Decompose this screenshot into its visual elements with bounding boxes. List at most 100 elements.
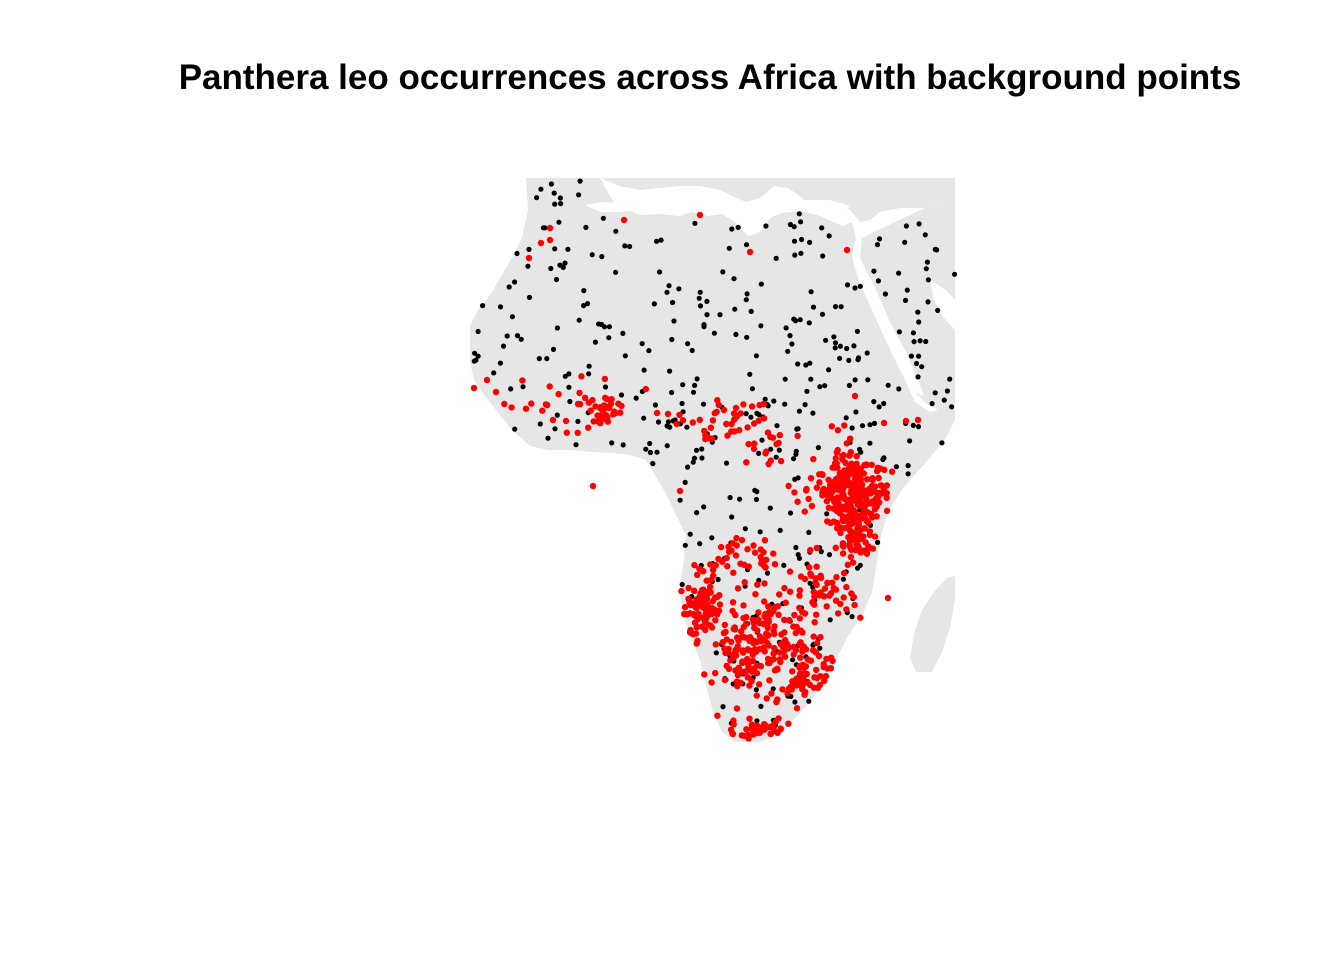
occurrence-point bbox=[914, 416, 922, 424]
background-point bbox=[731, 276, 737, 282]
occurrence-point bbox=[736, 426, 743, 434]
occurrence-point bbox=[711, 410, 718, 417]
occurrence-point bbox=[563, 429, 570, 436]
background-point bbox=[557, 262, 563, 268]
background-point bbox=[754, 489, 760, 495]
background-point bbox=[904, 287, 910, 293]
occurrence-point bbox=[760, 400, 767, 408]
occurrence-point bbox=[723, 420, 730, 428]
background-point bbox=[864, 350, 870, 356]
background-point bbox=[701, 324, 707, 330]
background-point bbox=[917, 338, 923, 344]
background-point bbox=[697, 289, 703, 295]
occurrence-point bbox=[819, 471, 826, 478]
occurrence-point bbox=[768, 722, 776, 730]
persian-gulf bbox=[930, 280, 955, 330]
background-point bbox=[583, 224, 589, 230]
occurrence-point bbox=[679, 417, 687, 424]
occurrence-point bbox=[725, 543, 732, 550]
background-point bbox=[939, 440, 945, 446]
occurrence-point bbox=[733, 705, 741, 712]
occurrence-point bbox=[766, 659, 773, 667]
background-point bbox=[947, 376, 953, 382]
occurrence-point bbox=[772, 603, 779, 611]
occurrence-point bbox=[840, 594, 847, 601]
background-point bbox=[558, 201, 564, 207]
background-point bbox=[817, 384, 823, 390]
background-point bbox=[475, 353, 481, 359]
occurrence-point bbox=[717, 543, 725, 551]
occurrence-point bbox=[730, 625, 737, 632]
background-point bbox=[819, 225, 825, 231]
occurrence-point bbox=[673, 420, 680, 427]
background-point bbox=[910, 422, 916, 428]
background-point bbox=[852, 377, 858, 383]
occurrence-point bbox=[806, 564, 813, 571]
occurrence-point bbox=[653, 409, 661, 417]
background-point bbox=[787, 221, 794, 228]
background-point bbox=[704, 298, 710, 304]
occurrence-point bbox=[773, 440, 780, 448]
background-point bbox=[791, 224, 797, 230]
occurrence-point bbox=[771, 630, 778, 638]
occurrence-point bbox=[843, 246, 851, 254]
background-point bbox=[916, 221, 922, 227]
occurrence-point bbox=[781, 584, 788, 592]
background-point bbox=[609, 440, 615, 446]
background-point bbox=[913, 360, 920, 367]
occurrence-point bbox=[863, 461, 870, 468]
occurrence-point bbox=[765, 618, 772, 626]
occurrence-point bbox=[777, 658, 784, 666]
occurrence-point bbox=[810, 647, 817, 654]
occurrence-point bbox=[821, 677, 828, 685]
occurrence-point bbox=[779, 686, 786, 693]
background-point bbox=[692, 220, 698, 226]
occurrence-point bbox=[791, 611, 798, 619]
background-point bbox=[787, 510, 794, 516]
mediterranean-gap-east bbox=[740, 200, 850, 218]
occurrence-point bbox=[873, 489, 880, 496]
occurrence-point bbox=[816, 681, 824, 689]
occurrence-point bbox=[826, 489, 833, 496]
occurrence-point bbox=[828, 423, 835, 430]
background-point bbox=[867, 422, 873, 428]
background-point bbox=[924, 259, 931, 265]
occurrence-point bbox=[773, 698, 780, 706]
background-point bbox=[576, 317, 582, 323]
occurrence-point bbox=[853, 453, 860, 460]
occurrence-point bbox=[849, 559, 857, 566]
background-point bbox=[923, 338, 929, 345]
madagascar-landmass bbox=[910, 576, 955, 672]
background-point bbox=[697, 303, 704, 309]
occurrence-point bbox=[831, 499, 838, 506]
occurrence-point bbox=[857, 614, 864, 621]
background-point bbox=[643, 446, 649, 452]
background-point bbox=[537, 421, 543, 427]
occurrence-point bbox=[840, 569, 848, 577]
occurrence-point bbox=[824, 518, 831, 525]
background-point bbox=[667, 424, 673, 430]
occurrence-point bbox=[833, 449, 840, 456]
arabia-landmass bbox=[860, 196, 955, 410]
occurrence-point bbox=[785, 482, 792, 490]
occurrence-point bbox=[850, 467, 858, 475]
occurrence-point bbox=[776, 591, 783, 598]
occurrence-point bbox=[770, 550, 777, 557]
occurrence-point bbox=[786, 588, 794, 595]
occurrence-point bbox=[707, 424, 715, 431]
background-point bbox=[733, 331, 739, 337]
background-point bbox=[685, 341, 691, 347]
background-point bbox=[704, 312, 710, 318]
occurrence-point bbox=[528, 400, 535, 407]
occurrence-point bbox=[702, 610, 709, 617]
background-point bbox=[654, 238, 660, 244]
background-point bbox=[804, 388, 810, 394]
background-point bbox=[620, 330, 626, 336]
occurrence-point bbox=[678, 587, 685, 595]
background-point bbox=[763, 223, 769, 229]
background-point bbox=[679, 581, 685, 588]
occurrence-point bbox=[750, 731, 757, 738]
background-point bbox=[846, 357, 852, 363]
background-point bbox=[711, 330, 718, 336]
occurrence-point bbox=[519, 377, 526, 384]
